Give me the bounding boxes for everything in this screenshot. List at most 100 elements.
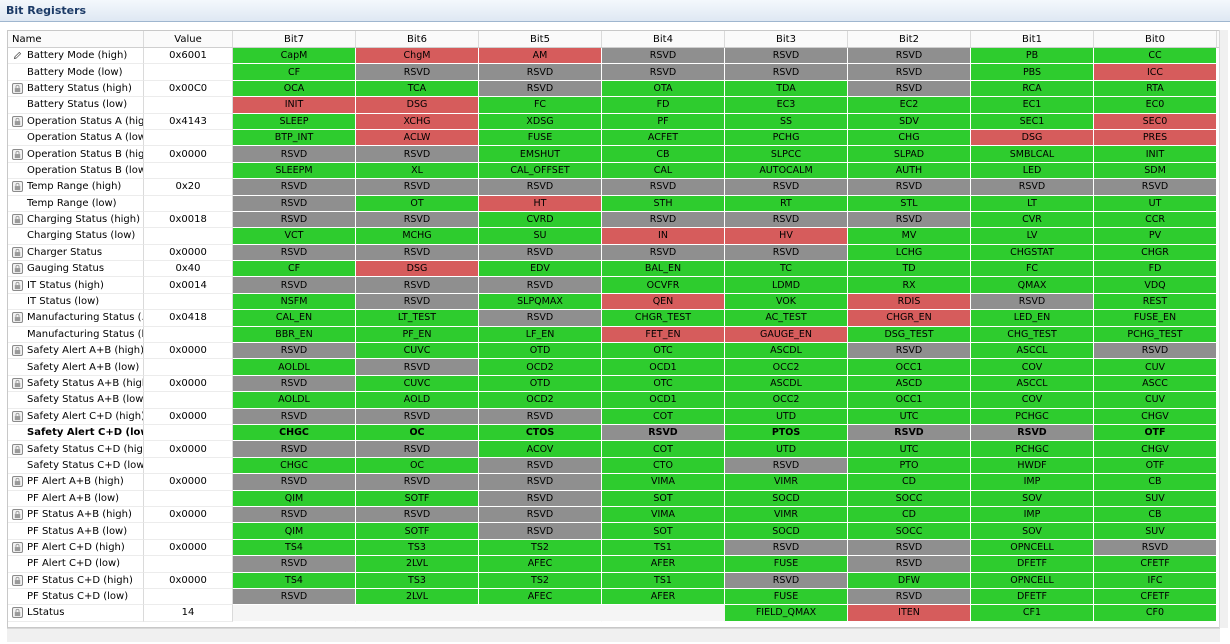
bit-cell[interactable]: SOV — [971, 490, 1094, 507]
bit-cell[interactable]: VOK — [725, 293, 848, 311]
bit-cell[interactable]: CHGC — [233, 457, 356, 475]
bit-cell[interactable]: CHGR_TEST — [602, 310, 725, 327]
bit-cell[interactable]: CUV — [1094, 359, 1217, 376]
lock-icon[interactable] — [12, 378, 23, 389]
lock-icon[interactable] — [12, 214, 23, 226]
bit-cell[interactable]: RSVD — [479, 179, 602, 196]
bit-cell[interactable]: AFEC — [479, 588, 602, 606]
table-row[interactable]: PF Alert A+B (high) 0x0000 RSVD RSVD RSVD VIM… — [8, 474, 1219, 491]
bit-cell[interactable]: RSVD — [479, 80, 602, 98]
table-row[interactable]: Gauging Status 0x40 CF DSG EDV BAL_EN TC TD FC FD — [8, 261, 1219, 278]
bit-cell[interactable]: OTA — [602, 80, 725, 98]
pencil-icon[interactable] — [12, 50, 23, 61]
lock-icon[interactable] — [12, 476, 23, 488]
lock-icon[interactable] — [12, 82, 23, 94]
table-row[interactable]: Safety Status C+D (high) 0x0000 RSVD RSVD AC… — [8, 441, 1219, 458]
bit-cell[interactable]: XCHG — [356, 113, 479, 130]
bit-cell[interactable]: SOTF — [356, 523, 479, 540]
bit-cell[interactable]: VIMR — [725, 474, 848, 491]
horizontal-scrollbar[interactable] — [7, 628, 1220, 642]
table-row[interactable]: PF Alert A+B (low) QIM SOTF RSVD SOT SOCD SOCC… — [8, 490, 1219, 507]
bit-cell[interactable]: RSVD — [479, 310, 602, 327]
bit-cell[interactable]: FD — [602, 97, 725, 114]
bit-cell[interactable]: HWDF — [971, 457, 1094, 475]
bit-cell[interactable]: PCHGC — [971, 441, 1094, 458]
table-row[interactable]: Manufacturing Status (l... BBR_EN PF_EN LF_… — [8, 326, 1219, 344]
table-row[interactable]: Temp Range (high) 0x20 RSVD RSVD RSVD RSVD RSV… — [8, 179, 1219, 196]
bit-cell[interactable]: RSVD — [356, 146, 479, 163]
bit-cell[interactable]: RSVD — [479, 244, 602, 262]
bit-cell[interactable]: 2LVL — [356, 556, 479, 573]
bit-cell[interactable]: RSVD — [479, 64, 602, 81]
bit-cell[interactable]: CB — [602, 146, 725, 163]
bit-cell[interactable]: CVRD — [479, 211, 602, 229]
bit-cell[interactable]: PTOS — [725, 424, 848, 442]
bit-cell[interactable]: RSVD — [356, 244, 479, 262]
bit-cell[interactable]: RSVD — [479, 490, 602, 507]
bit-cell[interactable]: IMP — [971, 506, 1094, 524]
bit-cell[interactable]: RSVD — [479, 277, 602, 294]
table-row[interactable]: Operation Status B (low) SLEEPM XL CAL_OFFS… — [8, 162, 1219, 180]
bit-cell[interactable]: REST — [1094, 293, 1217, 311]
bit-cell[interactable]: SUV — [1094, 523, 1217, 540]
bit-cell[interactable]: RSVD — [479, 506, 602, 524]
bit-cell[interactable]: HV — [725, 228, 848, 245]
bit-cell[interactable]: COV — [971, 392, 1094, 409]
bit-cell[interactable]: CB — [1094, 506, 1217, 524]
bit-cell[interactable]: OCA — [233, 80, 356, 98]
table-row[interactable]: Safety Alert C+D (low) CHGC OC CTOS RSVD PTOS… — [8, 424, 1219, 442]
bit-cell[interactable]: FUSE — [725, 556, 848, 573]
bit-cell[interactable]: ACLW — [356, 129, 479, 147]
bit-cell[interactable]: OT — [356, 195, 479, 212]
bit-cell[interactable]: AFEC — [479, 556, 602, 573]
bit-cell[interactable]: RSVD — [848, 343, 971, 360]
bit-cell[interactable]: OCD2 — [479, 359, 602, 376]
bit-cell[interactable]: SLEEP — [233, 113, 356, 130]
bit-cell[interactable]: RSVD — [725, 457, 848, 475]
column-header-bit4[interactable]: Bit4 — [602, 31, 725, 47]
bit-cell[interactable]: VIMA — [602, 474, 725, 491]
lock-icon[interactable] — [12, 574, 23, 586]
bit-cell[interactable]: RSVD — [233, 195, 356, 212]
bit-cell[interactable]: EC2 — [848, 97, 971, 114]
bit-cell[interactable]: DSG — [356, 261, 479, 278]
table-row[interactable]: Safety Alert A+B (high) 0x0000 RSVD CUVC OTD… — [8, 343, 1219, 360]
bit-cell[interactable]: CF1 — [971, 605, 1094, 622]
bit-cell[interactable]: OTD — [479, 343, 602, 360]
bit-cell[interactable]: UTC — [848, 441, 971, 458]
bit-cell[interactable]: OCC2 — [725, 392, 848, 409]
bit-cell[interactable]: SMBLCAL — [971, 146, 1094, 163]
bit-cell[interactable]: RSVD — [356, 359, 479, 376]
bit-cell[interactable]: TDA — [725, 80, 848, 98]
bit-cell[interactable]: OTF — [1094, 457, 1217, 475]
bit-cell[interactable]: PCHGC — [971, 408, 1094, 425]
bit-cell[interactable]: RSVD — [602, 424, 725, 442]
column-header-bit0[interactable]: Bit0 — [1094, 31, 1217, 47]
bit-cell[interactable]: SOCC — [848, 490, 971, 507]
bit-cell[interactable]: TS4 — [233, 572, 356, 589]
table-row[interactable]: Battery Status (high) 0x00C0 OCA TCA RSVD OTA… — [8, 80, 1219, 98]
bit-cell[interactable]: RSVD — [602, 179, 725, 196]
bit-cell[interactable]: SUV — [1094, 490, 1217, 507]
bit-cell[interactable]: UTD — [725, 441, 848, 458]
bit-cell[interactable]: QEN — [602, 293, 725, 311]
bit-cell[interactable]: CHGR — [1094, 244, 1217, 262]
table-row[interactable]: Operation Status A (low) BTP_INT ACLW FUSE A… — [8, 129, 1219, 147]
bit-cell[interactable]: TD — [848, 261, 971, 278]
bit-cell[interactable]: QIM — [233, 490, 356, 507]
table-row[interactable]: Charging Status (high) 0x0018 RSVD RSVD CVRD… — [8, 211, 1219, 229]
bit-cell[interactable]: SOCC — [848, 523, 971, 540]
bit-cell[interactable]: DFETF — [971, 588, 1094, 606]
bit-cell[interactable]: RSVD — [725, 179, 848, 196]
bit-cell[interactable]: RSVD — [848, 64, 971, 81]
bit-cell[interactable]: SEC0 — [1094, 113, 1217, 130]
table-row[interactable]: PF Status A+B (low) QIM SOTF RSVD SOT SOCD SOC… — [8, 523, 1219, 540]
table-row[interactable]: PF Alert C+D (low) RSVD 2LVL AFEC AFER FUSE RS… — [8, 556, 1219, 573]
bit-cell[interactable]: SEC1 — [971, 113, 1094, 130]
bit-cell[interactable]: TS4 — [233, 539, 356, 557]
bit-cell[interactable]: CVR — [971, 211, 1094, 229]
bit-cell[interactable]: FIELD_QMAX — [725, 605, 848, 622]
bit-cell[interactable]: TC — [725, 261, 848, 278]
bit-cell[interactable]: RSVD — [848, 588, 971, 606]
bit-cell[interactable]: VCT — [233, 228, 356, 245]
